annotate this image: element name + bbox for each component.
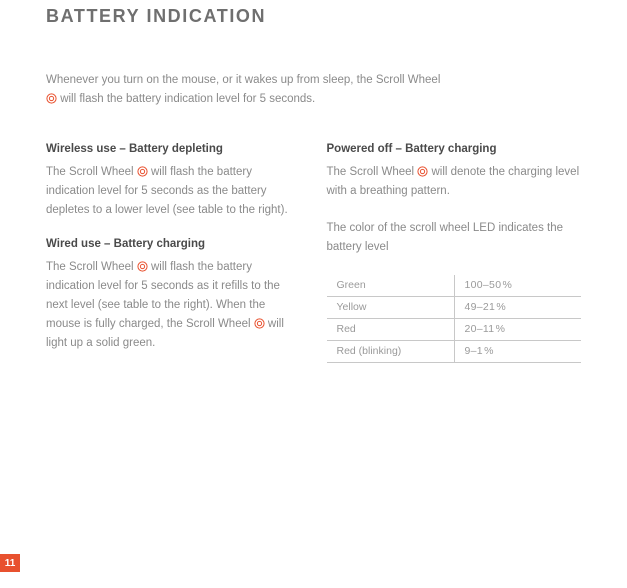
led-color-caption: The color of the scroll wheel LED indica… [327, 219, 582, 257]
scroll-wheel-icon [137, 166, 148, 177]
intro-text: Whenever you turn on the mouse, or it wa… [46, 71, 446, 109]
right-column: Powered off – Battery charging The Scrol… [327, 143, 582, 363]
wireless-depleting-title: Wireless use – Battery depleting [46, 143, 301, 155]
powered-off-body: The Scroll Wheel will denote the chargin… [327, 163, 582, 201]
table-cell-range: 100–50 % [455, 279, 582, 291]
intro-text-a: Whenever you turn on the mouse, or it wa… [46, 74, 440, 86]
intro-text-b: will flash the battery indication level … [57, 93, 315, 105]
scroll-wheel-icon [254, 318, 265, 329]
table-cell-range: 49–21 % [455, 301, 582, 313]
table-row: Red (blinking) 9–1 % [327, 341, 582, 363]
page-title: BATTERY INDICATION [46, 6, 581, 27]
text-part: The Scroll Wheel [46, 166, 137, 178]
left-column: Wireless use – Battery depleting The Scr… [46, 143, 301, 363]
scroll-wheel-icon [46, 93, 57, 104]
wireless-depleting-body: The Scroll Wheel will flash the battery … [46, 163, 301, 220]
text-part: The Scroll Wheel [327, 166, 418, 178]
table-cell-range: 9–1 % [455, 345, 582, 357]
page-number-badge: 11 [0, 554, 20, 572]
table-row: Red 20–11 % [327, 319, 582, 341]
table-cell-color: Red (blinking) [327, 341, 455, 362]
powered-off-title: Powered off – Battery charging [327, 143, 582, 155]
table-cell-color: Yellow [327, 297, 455, 318]
text-part: The Scroll Wheel [46, 261, 137, 273]
table-cell-range: 20–11 % [455, 323, 582, 335]
table-row: Yellow 49–21 % [327, 297, 582, 319]
table-cell-color: Red [327, 319, 455, 340]
table-row: Green 100–50 % [327, 275, 582, 297]
battery-level-table: Green 100–50 % Yellow 49–21 % Red 20–11 … [327, 275, 582, 363]
scroll-wheel-icon [137, 261, 148, 272]
scroll-wheel-icon [417, 166, 428, 177]
wired-charging-body: The Scroll Wheel will flash the battery … [46, 258, 301, 353]
columns: Wireless use – Battery depleting The Scr… [46, 143, 581, 363]
wired-charging-title: Wired use – Battery charging [46, 238, 301, 250]
table-cell-color: Green [327, 275, 455, 296]
